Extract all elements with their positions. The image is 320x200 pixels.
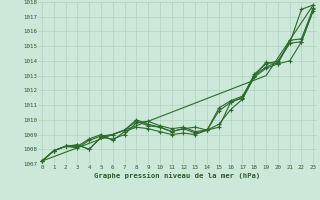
X-axis label: Graphe pression niveau de la mer (hPa): Graphe pression niveau de la mer (hPa) [94, 172, 261, 179]
